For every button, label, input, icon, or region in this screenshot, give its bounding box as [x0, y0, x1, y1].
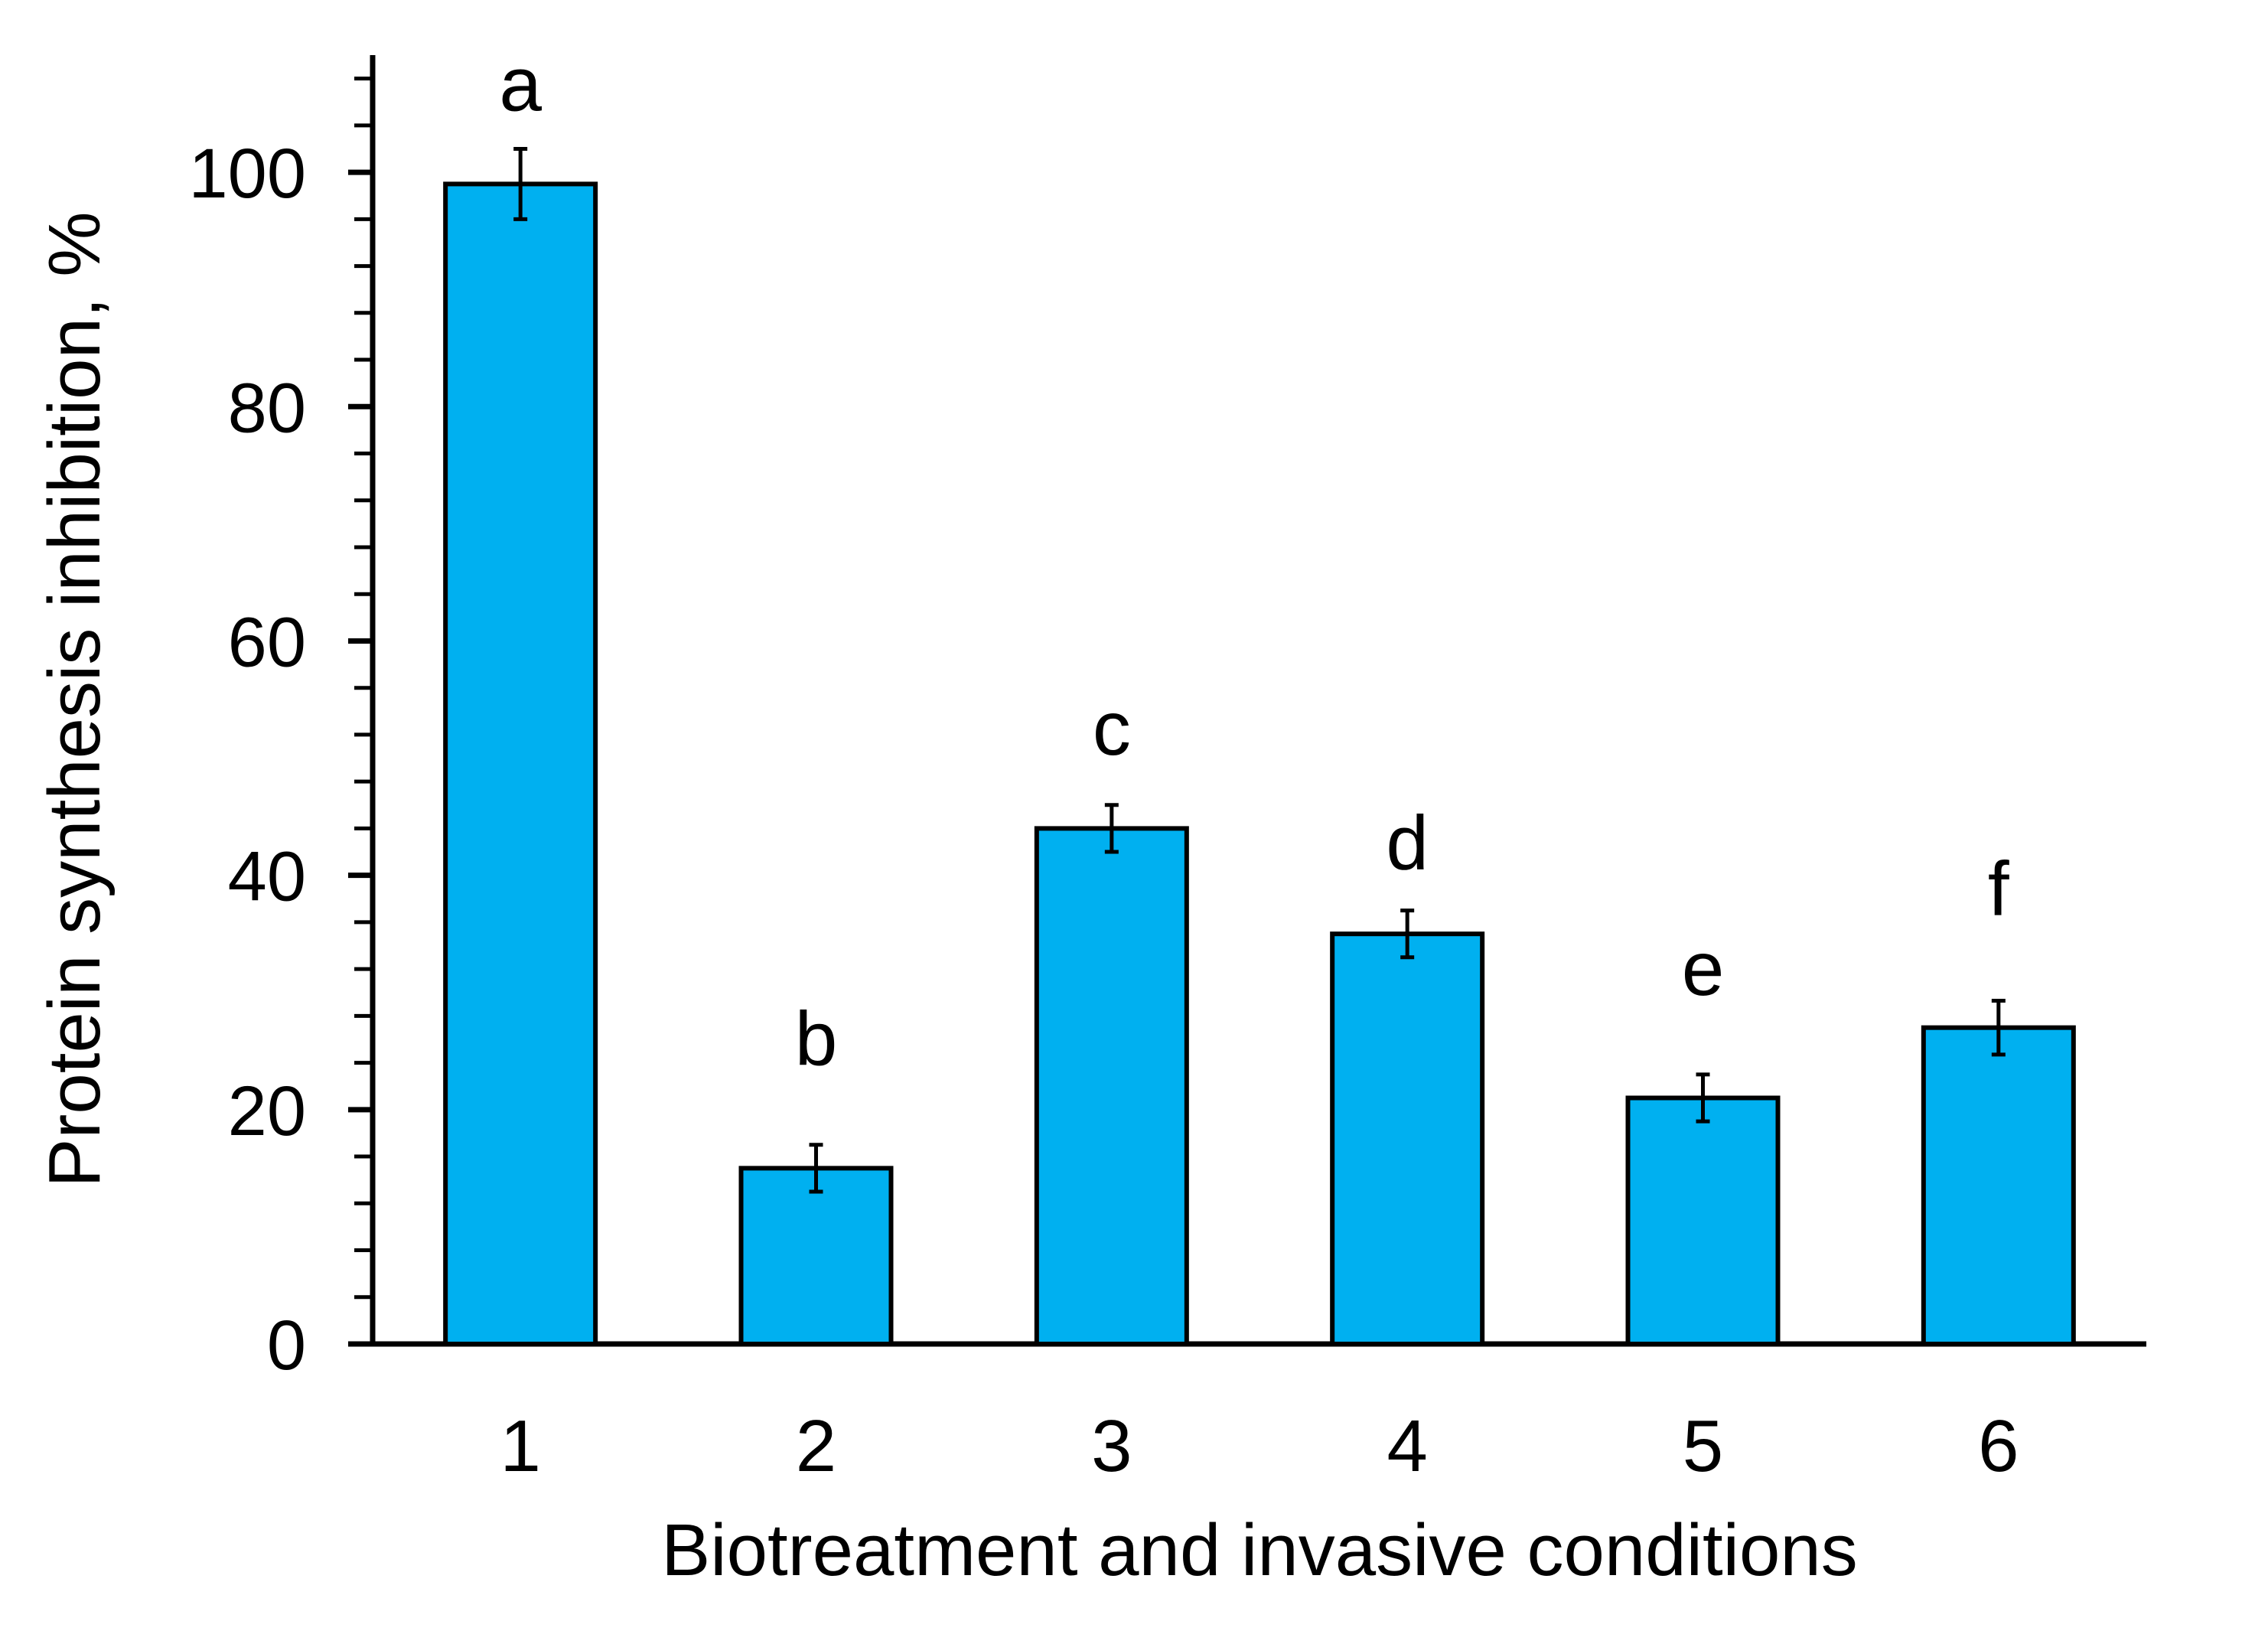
bar [443, 181, 598, 1346]
y-tick-label: 100 [189, 135, 307, 213]
bar [1625, 1095, 1781, 1346]
x-category-label: 3 [1091, 1405, 1132, 1487]
bar [1921, 1025, 2076, 1346]
significance-letter: f [1988, 846, 2009, 931]
x-category-label: 6 [1978, 1405, 2019, 1487]
significance-letter: b [795, 997, 838, 1082]
bar [1034, 826, 1189, 1346]
y-tick-label: 80 [228, 369, 306, 447]
x-category-label: 5 [1683, 1405, 1723, 1487]
x-category-label: 4 [1387, 1405, 1427, 1487]
significance-letter: d [1386, 801, 1429, 886]
y-tick-label: 60 [228, 603, 306, 681]
significance-letter: c [1093, 686, 1131, 771]
x-axis-title: Biotreatment and invasive conditions [661, 1509, 1858, 1591]
y-axis-title: Protein synthesis inhibition, % [34, 211, 116, 1187]
significance-letter: e [1682, 926, 1725, 1012]
significance-letter: a [499, 41, 542, 127]
bar [738, 1166, 894, 1347]
y-tick-label: 0 [267, 1306, 306, 1385]
x-category-label: 1 [500, 1405, 540, 1487]
x-category-label: 2 [796, 1405, 836, 1487]
y-tick-label: 20 [228, 1072, 306, 1150]
bar [1330, 931, 1485, 1346]
plot-area: 0 20 40 60 80 100 a 1 b 2 c 3 d 4 e 5 f 6 [189, 41, 2146, 1487]
y-tick-label: 40 [228, 838, 306, 916]
